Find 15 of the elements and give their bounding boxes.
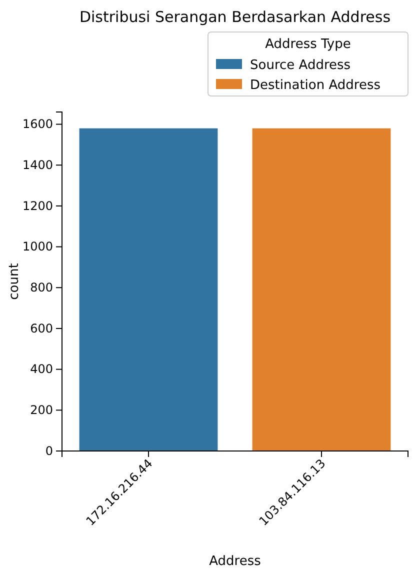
y-tick-label: 1000: [22, 240, 53, 254]
chart-title: Distribusi Serangan Berdasarkan Address: [79, 8, 391, 26]
y-tick-label: 600: [30, 321, 53, 336]
legend-title: Address Type: [265, 37, 351, 52]
y-tick-label: 200: [30, 402, 53, 417]
y-tick-label: 800: [30, 280, 53, 294]
y-tick-label: 1200: [22, 198, 53, 213]
legend-label: Destination Address: [250, 78, 381, 93]
y-tick-label: 400: [30, 362, 53, 376]
y-tick-label: 1600: [22, 117, 53, 132]
legend-label: Source Address: [250, 58, 351, 73]
y-axis-title: count: [7, 263, 22, 300]
y-tick-label: 0: [45, 444, 53, 458]
x-axis-title: Address: [209, 554, 262, 569]
y-tick-label: 1400: [22, 158, 53, 172]
